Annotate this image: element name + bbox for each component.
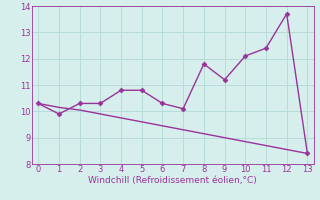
X-axis label: Windchill (Refroidissement éolien,°C): Windchill (Refroidissement éolien,°C): [88, 176, 257, 185]
